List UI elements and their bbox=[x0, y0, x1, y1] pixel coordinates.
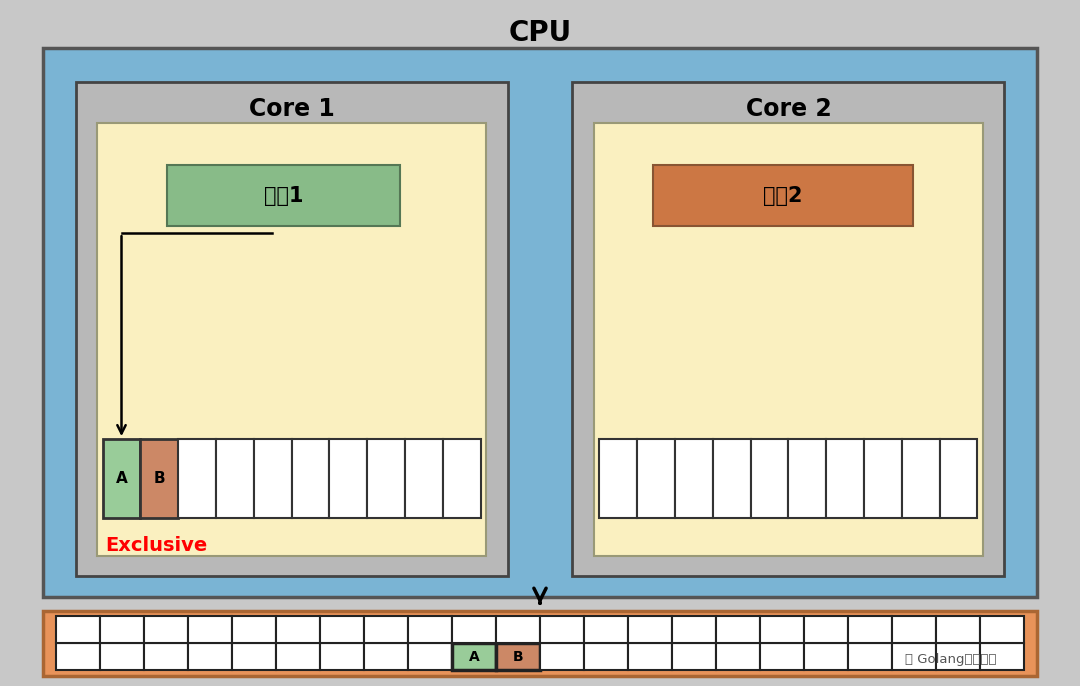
Bar bbox=[188, 616, 232, 643]
Text: 🔍 Golang技术分享: 🔍 Golang技术分享 bbox=[905, 653, 996, 666]
Bar bbox=[599, 439, 637, 518]
Bar bbox=[329, 439, 367, 518]
Bar bbox=[760, 643, 804, 670]
Bar bbox=[140, 439, 178, 518]
Bar bbox=[716, 643, 760, 670]
Bar bbox=[188, 643, 232, 670]
Bar bbox=[405, 439, 443, 518]
Bar bbox=[408, 616, 453, 643]
Bar bbox=[76, 82, 508, 576]
Bar bbox=[496, 643, 540, 670]
Bar bbox=[103, 439, 140, 518]
Bar bbox=[408, 643, 453, 670]
Bar bbox=[292, 439, 329, 518]
Bar bbox=[367, 439, 405, 518]
Bar bbox=[804, 616, 848, 643]
Bar bbox=[453, 616, 496, 643]
Bar bbox=[453, 643, 496, 670]
Bar bbox=[100, 616, 144, 643]
Bar bbox=[902, 439, 940, 518]
Text: Exclusive: Exclusive bbox=[105, 536, 207, 555]
Text: B: B bbox=[513, 650, 524, 663]
Bar bbox=[936, 616, 980, 643]
Bar bbox=[100, 643, 144, 670]
Bar bbox=[276, 616, 320, 643]
Bar bbox=[627, 643, 672, 670]
Bar bbox=[254, 439, 292, 518]
Bar bbox=[892, 616, 936, 643]
Text: B: B bbox=[153, 471, 165, 486]
Bar bbox=[364, 643, 408, 670]
Bar bbox=[672, 616, 716, 643]
Text: Core 2: Core 2 bbox=[745, 97, 832, 121]
Bar bbox=[167, 165, 400, 226]
Bar bbox=[980, 616, 1024, 643]
Bar bbox=[216, 439, 254, 518]
Bar bbox=[980, 643, 1024, 670]
Text: A: A bbox=[469, 650, 480, 663]
Bar bbox=[716, 616, 760, 643]
Text: CPU: CPU bbox=[509, 19, 571, 47]
Bar bbox=[540, 616, 584, 643]
Bar bbox=[43, 611, 1037, 676]
Bar bbox=[144, 643, 188, 670]
Bar bbox=[320, 616, 364, 643]
Bar bbox=[848, 616, 892, 643]
Bar bbox=[144, 616, 188, 643]
Bar bbox=[178, 439, 216, 518]
Bar bbox=[760, 616, 804, 643]
Bar bbox=[232, 643, 276, 670]
Bar bbox=[637, 439, 675, 518]
Bar bbox=[848, 643, 892, 670]
Bar bbox=[276, 643, 320, 670]
Bar bbox=[97, 123, 486, 556]
Bar bbox=[788, 439, 826, 518]
Bar bbox=[653, 165, 913, 226]
Bar bbox=[713, 439, 751, 518]
Bar bbox=[672, 643, 716, 670]
Bar bbox=[540, 643, 584, 670]
Bar bbox=[936, 643, 980, 670]
Bar bbox=[320, 643, 364, 670]
Bar bbox=[584, 643, 627, 670]
Bar bbox=[892, 643, 936, 670]
Bar bbox=[56, 643, 100, 670]
Bar bbox=[675, 439, 713, 518]
Bar bbox=[584, 616, 627, 643]
Bar bbox=[364, 616, 408, 643]
Bar bbox=[940, 439, 977, 518]
Bar bbox=[804, 643, 848, 670]
Bar bbox=[443, 439, 481, 518]
Text: A: A bbox=[116, 471, 127, 486]
Bar bbox=[627, 616, 672, 643]
Bar bbox=[232, 616, 276, 643]
Bar bbox=[826, 439, 864, 518]
Bar bbox=[496, 616, 540, 643]
Bar bbox=[864, 439, 902, 518]
Text: 线焰1: 线焰1 bbox=[264, 185, 303, 206]
Bar bbox=[43, 48, 1037, 597]
Bar bbox=[751, 439, 788, 518]
Bar bbox=[56, 616, 100, 643]
Bar bbox=[594, 123, 983, 556]
Bar bbox=[572, 82, 1004, 576]
Text: 线焰2: 线焰2 bbox=[764, 185, 802, 206]
Text: Core 1: Core 1 bbox=[248, 97, 335, 121]
